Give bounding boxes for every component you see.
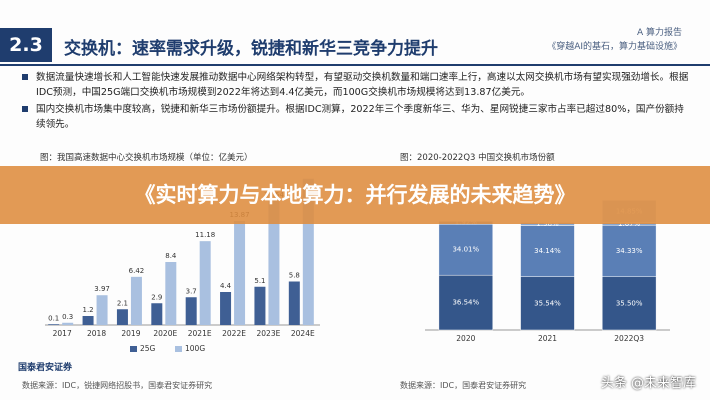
x-tick-label: 2021 <box>538 334 557 343</box>
bar <box>288 281 300 325</box>
legend-label: 25G <box>140 344 156 353</box>
report-subtitle: 《穿越AI的基石，算力基础设施》 <box>547 42 682 52</box>
data-label: 1.96% <box>536 220 559 228</box>
data-label: 35.50% <box>616 299 643 307</box>
x-tick-label: 2022Q3 <box>614 334 644 343</box>
data-label: 11.18 <box>195 231 215 239</box>
bar <box>116 309 128 325</box>
x-tick-label: 2020E <box>153 329 177 338</box>
bar-segment <box>601 225 657 278</box>
legend-swatch <box>175 346 182 352</box>
bar <box>96 295 108 325</box>
data-label: 1.2 <box>82 306 93 314</box>
title-rule <box>0 64 710 66</box>
watermark: 头条 @未来智库 <box>600 376 696 391</box>
chart-title: 图：我国高速数据中心交换机市场规模（单位：亿美元） <box>40 153 253 163</box>
x-tick-label: 2024E <box>291 329 315 338</box>
bar <box>151 303 163 325</box>
bar <box>48 324 60 325</box>
data-label: 2.1 <box>117 299 128 307</box>
legend-swatch <box>130 346 137 352</box>
bar <box>130 276 142 325</box>
bullet: 国内交换机市场集中度较高，锐捷和新华三市场份额提升。根据IDC测算，2022年三… <box>22 102 690 132</box>
data-label: 5.1 <box>254 277 265 285</box>
section-number: 2.3 <box>0 28 52 62</box>
data-label: 0.1 <box>48 314 59 322</box>
x-tick-label: 2018 <box>87 329 106 338</box>
data-label: 34.14% <box>534 247 561 255</box>
data-label: 2.9 <box>151 293 162 301</box>
bar-segment <box>520 225 575 277</box>
report-tag-text: A 算力报告 <box>636 28 682 38</box>
data-label: 8.4 <box>165 252 177 260</box>
data-label: 6.42 <box>129 267 145 275</box>
data-label: 5.8 <box>289 272 300 280</box>
x-tick-label: 2020 <box>456 334 475 343</box>
bullets: 数据流量快速增长和人工智能快速发展推动数据中心网络架构转型，有望驱动交换机数量和… <box>22 70 690 134</box>
source: 数据来源：IDC，国泰君安证券研究 <box>400 381 527 390</box>
banner: 《实时算力与本地算力：并行发展的未来趋势》 <box>0 166 710 224</box>
legend-label: 100G <box>185 344 205 353</box>
report-tag: A 算力报告《穿越AI的基石，算力基础设施》 <box>547 26 682 54</box>
bar-segment <box>520 276 575 331</box>
bar <box>165 262 177 325</box>
x-tick-label: 2019 <box>121 329 140 338</box>
data-label: 3.7 <box>186 287 197 295</box>
bar-segment <box>438 274 494 331</box>
x-tick-label: 2017 <box>53 329 72 338</box>
bar <box>302 178 314 325</box>
bar <box>220 292 232 325</box>
bar <box>254 286 266 325</box>
data-label: 0.3 <box>62 313 73 321</box>
data-label: 34.01% <box>452 246 479 254</box>
data-label: 34.33% <box>616 247 643 255</box>
bar-segment <box>438 223 494 276</box>
bar-segment <box>601 276 657 331</box>
bar <box>234 220 246 325</box>
logo: 国泰君安证券 <box>18 363 73 373</box>
bullet: 数据流量快速增长和人工智能快速发展推动数据中心网络架构转型，有望驱动交换机数量和… <box>22 70 690 100</box>
bar <box>82 316 94 325</box>
slide-title: 交换机：速率需求升级，锐捷和新华三竞争力提升 <box>64 39 438 59</box>
bar <box>185 297 197 325</box>
data-label: 36.54% <box>452 299 479 307</box>
bar <box>199 241 211 325</box>
data-label: 3.97 <box>94 285 110 293</box>
x-tick-label: 2022E <box>222 329 246 338</box>
x-tick-label: 2023E <box>257 329 281 338</box>
data-label: 35.54% <box>534 299 561 307</box>
bar <box>62 322 74 325</box>
x-tick-label: 2021E <box>188 329 212 338</box>
chart-title: 图：2020-2022Q3 中国交换机市场份额 <box>400 153 555 163</box>
bar <box>268 200 280 325</box>
data-label: 4.4 <box>220 282 232 290</box>
source: 数据来源：IDC，锐捷网络招股书，国泰君安证券研究 <box>22 381 213 390</box>
